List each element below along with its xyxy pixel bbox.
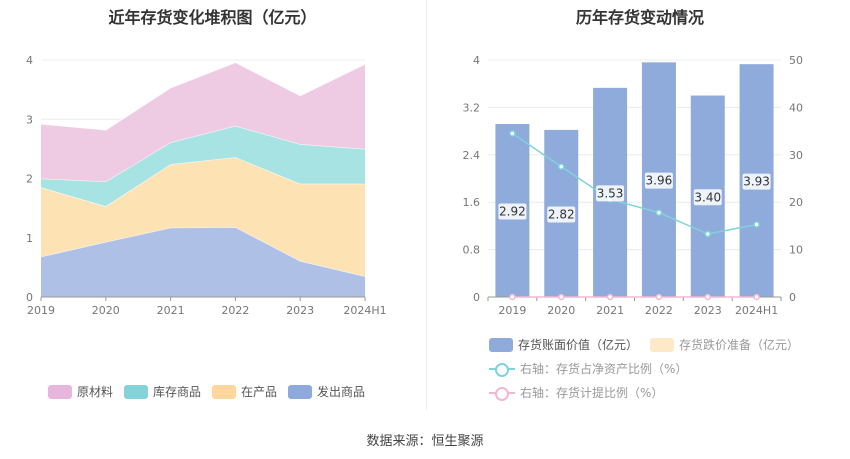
x-tick-label: 2020 (92, 304, 120, 317)
y-right-tick-label: 10 (789, 244, 803, 257)
legend-label-impairment: 存货跌价准备（亿元） (679, 338, 800, 352)
y-tick-label: 0 (26, 291, 33, 304)
area-series-0 (41, 227, 365, 297)
legend-label-provision-ratio: 右轴：存货计提比例（%） (520, 386, 664, 400)
x-tick-label: 2022 (645, 304, 673, 317)
point-net-asset-ratio (753, 221, 760, 228)
y-right-tick-label: 40 (789, 101, 803, 114)
legend-swatch-goods-shipped (288, 384, 312, 399)
x-tick-label: 2020 (547, 304, 575, 317)
y-right-tick-label: 0 (789, 291, 796, 304)
point-provision-ratio (606, 293, 614, 301)
point-net-asset-ratio (704, 230, 711, 238)
legend-swatch-impairment (650, 337, 674, 352)
legend-item-book-value[interactable]: 存货账面价值（亿元） (489, 336, 638, 353)
y-left-tick-label: 2.4 (463, 149, 481, 162)
y-tick-label: 1 (26, 232, 33, 245)
area-edge-3 (40, 61, 366, 131)
line-net-asset-ratio (511, 132, 757, 235)
point-net-asset-ratio (509, 130, 516, 137)
point-provision-ratio (704, 293, 711, 301)
x-tick-label: 2021 (596, 304, 624, 317)
area-series-2 (41, 125, 365, 207)
bar-value-label: 3.53 (597, 186, 624, 200)
x-tick-label: 2019 (27, 304, 55, 317)
x-tick-label: 2023 (694, 304, 722, 317)
point-provision-ratio (655, 293, 663, 301)
legend-item-goods-shipped[interactable]: 发出商品 (288, 383, 365, 400)
bar-value-label-bg (596, 185, 625, 202)
legend-item-finished-goods[interactable]: 库存商品 (124, 383, 201, 400)
x-tick-label: 2021 (157, 304, 185, 317)
stacked-area-chart: 0 1 2 3 4 2019 2020 2021 2022 2023 2024H1 (26, 54, 387, 317)
bar-value-label-bg (547, 206, 576, 223)
point-net-asset-ratio (655, 209, 663, 216)
legend-swatch-work-in-progress (212, 384, 236, 399)
legend-label-raw-materials: 原材料 (77, 385, 114, 399)
left-chart-title: 近年存货变化堆积图（亿元） (108, 8, 317, 27)
bar-value-label: 3.93 (743, 175, 770, 189)
legend-label-work-in-progress: 在产品 (241, 385, 278, 399)
y-left-tick-label: 1.6 (463, 196, 481, 209)
x-tick-label: 2024H1 (735, 304, 778, 317)
bar-value-label-bg (742, 173, 771, 190)
legend-marker-provision-ratio (489, 386, 515, 401)
y-left-tick-label: 3.2 (463, 101, 481, 114)
point-net-asset-ratio (558, 163, 565, 170)
y-right-tick-label: 30 (789, 149, 803, 162)
bar-value-label-bg (693, 189, 722, 206)
legend-swatch-finished-goods (124, 384, 148, 399)
legend-label-goods-shipped: 发出商品 (317, 385, 366, 399)
point-provision-ratio (558, 293, 565, 301)
legend-item-provision-ratio[interactable]: 右轴：存货计提比例（%） (489, 384, 663, 401)
legend-item-work-in-progress[interactable]: 在产品 (212, 383, 277, 400)
x-tick-label: 2019 (498, 304, 526, 317)
legend-swatch-book-value (489, 337, 513, 352)
point-provision-ratio (509, 293, 516, 301)
bar-value-label-bg (498, 203, 527, 220)
bar-value-label: 2.92 (499, 204, 526, 218)
y-tick-label: 4 (26, 54, 33, 67)
data-source: 数据来源：恒生聚源 (366, 434, 484, 449)
y-left-tick-label: 0 (473, 291, 480, 304)
bar-value-label: 3.96 (646, 174, 673, 188)
point-provision-ratio (753, 293, 760, 301)
legend-item-raw-materials[interactable]: 原材料 (48, 383, 113, 400)
y-tick-label: 3 (26, 113, 33, 126)
y-left-tick-label: 0.8 (463, 244, 481, 257)
legend-label-finished-goods: 库存商品 (153, 385, 202, 399)
bar-value-label-bg (644, 172, 673, 189)
legend-item-impairment[interactable]: 存货跌价准备（亿元） (650, 336, 799, 353)
right-chart-title: 历年存货变动情况 (575, 8, 704, 27)
legend-item-net-asset-ratio[interactable]: 右轴：存货占净资产比例（%） (489, 360, 687, 377)
legend-swatch-raw-materials (48, 384, 72, 399)
bar-value-label: 3.40 (694, 190, 721, 204)
y-tick-label: 2 (26, 173, 33, 186)
x-tick-label: 2022 (221, 304, 249, 317)
legend-label-book-value: 存货账面价值（亿元） (518, 338, 639, 352)
legend-label-net-asset-ratio: 右轴：存货占净资产比例（%） (520, 362, 688, 376)
legend-marker-net-asset-ratio (489, 362, 515, 377)
area-series-3 (41, 62, 365, 182)
bar-value-label: 2.82 (548, 207, 575, 221)
y-right-tick-label: 20 (789, 196, 803, 209)
x-tick-label: 2023 (286, 304, 314, 317)
y-left-tick-label: 4 (473, 54, 480, 67)
y-right-tick-label: 50 (789, 54, 803, 67)
area-series-1 (41, 157, 365, 277)
x-tick-label: 2024H1 (343, 304, 386, 317)
panel-divider (426, 0, 427, 410)
